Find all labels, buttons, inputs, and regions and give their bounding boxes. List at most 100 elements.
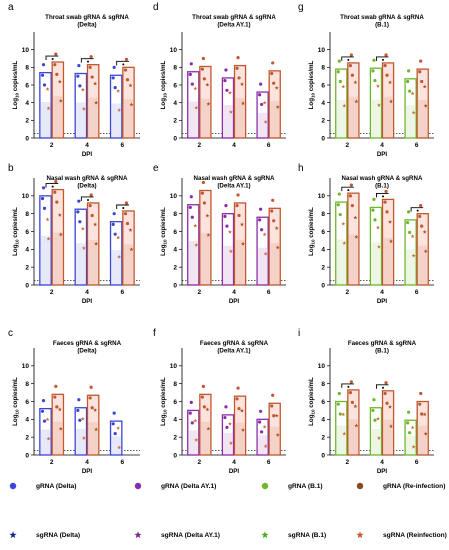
x-tick-label: 2 — [198, 142, 202, 149]
y-tick-label: 2 — [321, 434, 325, 441]
bar-a-2-primary — [39, 71, 52, 139]
panel-e: e Nasal wash gRNA & sgRNA(Delta AY.1) 0 2 4 6… — [153, 163, 286, 305]
x-tick-label: 4 — [380, 289, 384, 296]
data-point — [406, 421, 410, 425]
data-point — [237, 76, 241, 80]
data-star — [46, 436, 51, 441]
data-point — [407, 69, 411, 73]
data-point — [418, 214, 422, 218]
y-tick-label: 4 — [321, 247, 325, 254]
significance-bracket — [116, 60, 129, 66]
data-point — [40, 196, 45, 201]
bar-b-6-primary — [109, 221, 123, 286]
data-point — [40, 73, 45, 77]
data-point — [201, 384, 205, 388]
data-star — [410, 425, 415, 430]
data-star — [389, 99, 394, 104]
data-point — [201, 56, 205, 61]
y-tick-label: 2 — [25, 264, 29, 271]
y-tick-label: 6 — [321, 399, 325, 406]
y-tick-label: 8 — [321, 211, 325, 218]
bar-h-2-primary — [335, 201, 348, 286]
significance-bracket — [45, 183, 59, 188]
legend-dot-icon — [261, 482, 269, 490]
data-star — [206, 232, 211, 237]
panel-title: (B.1) — [375, 183, 389, 190]
legend-star-icon — [356, 531, 364, 539]
y-axis-label: Log10 copies/mL — [308, 207, 316, 256]
data-point — [113, 232, 117, 236]
data-point — [373, 418, 377, 422]
x-tick-label: 4 — [85, 142, 89, 149]
bar-i-2-reinfection — [347, 389, 360, 456]
y-tick-label: 10 — [170, 363, 178, 370]
bar-g-2-reinfection — [347, 62, 360, 139]
x-tick-label: 2 — [50, 142, 54, 149]
data-point — [420, 224, 424, 228]
panel-title: Nasal wash gRNA & sgRNA — [194, 175, 275, 182]
y-tick-label: 0 — [321, 452, 325, 459]
significance-marker — [347, 189, 350, 192]
data-point — [420, 79, 424, 84]
panel-title: (Delta) — [77, 183, 96, 190]
sgrna-band — [111, 103, 121, 138]
x-tick-label: 2 — [346, 289, 350, 296]
data-point — [41, 63, 46, 67]
data-point — [419, 59, 423, 63]
data-star — [193, 418, 198, 423]
data-point — [407, 210, 411, 214]
data-point — [202, 201, 206, 205]
data-point — [373, 218, 377, 222]
panel-letter: f — [153, 328, 156, 339]
panel-h: h Nasal wash gRNA & sgRNA(B.1) 0 2 4 6 8 10Log1… — [298, 163, 434, 305]
data-star — [353, 80, 358, 85]
data-point — [111, 422, 115, 426]
sgrna-band — [258, 112, 268, 138]
data-star — [342, 241, 347, 245]
x-tick-label: 6 — [267, 459, 271, 466]
data-star — [376, 103, 381, 107]
data-star — [45, 417, 50, 422]
sgrna-band — [76, 102, 86, 138]
data-star — [353, 404, 358, 409]
data-point — [258, 93, 262, 97]
sgrna-band — [88, 239, 98, 285]
y-tick-label: 4 — [173, 417, 177, 424]
data-point — [385, 73, 389, 77]
data-point — [89, 385, 93, 389]
data-star — [342, 431, 347, 436]
data-star — [274, 85, 279, 90]
x-tick-label: 2 — [346, 459, 350, 466]
bar-c-4-reinfection — [86, 394, 100, 456]
bar-f-6-reinfection — [268, 402, 281, 456]
data-point — [223, 214, 227, 218]
sgrna-band — [348, 419, 358, 455]
x-tick-label: 2 — [346, 142, 350, 149]
bar-h-4-reinfection — [381, 198, 395, 286]
y-tick-label: 10 — [318, 193, 326, 200]
y-tick-label: 0 — [25, 282, 29, 289]
bar-i-6-reinfection — [416, 400, 429, 456]
sgrna-band — [406, 105, 416, 138]
data-star — [206, 426, 211, 431]
data-point — [259, 409, 263, 413]
sgrna-band — [223, 245, 233, 285]
sgrna-band — [123, 244, 134, 285]
data-point — [223, 78, 227, 83]
data-point — [418, 402, 422, 406]
significance-marker — [347, 58, 350, 61]
data-point — [225, 88, 229, 92]
sgrna-band — [383, 419, 393, 455]
data-point — [78, 220, 82, 224]
data-point — [90, 213, 94, 218]
bar-d-6-primary — [256, 91, 269, 139]
panel-title: Nasal wash gRNA & sgRNA — [342, 175, 423, 182]
data-point — [348, 194, 352, 198]
y-tick-label: 4 — [321, 100, 325, 107]
data-star — [375, 83, 380, 88]
sgrna-band — [53, 421, 63, 455]
data-point — [188, 205, 192, 210]
data-star — [193, 223, 198, 228]
panel-title: (Delta) — [77, 348, 96, 355]
data-star — [241, 427, 246, 432]
